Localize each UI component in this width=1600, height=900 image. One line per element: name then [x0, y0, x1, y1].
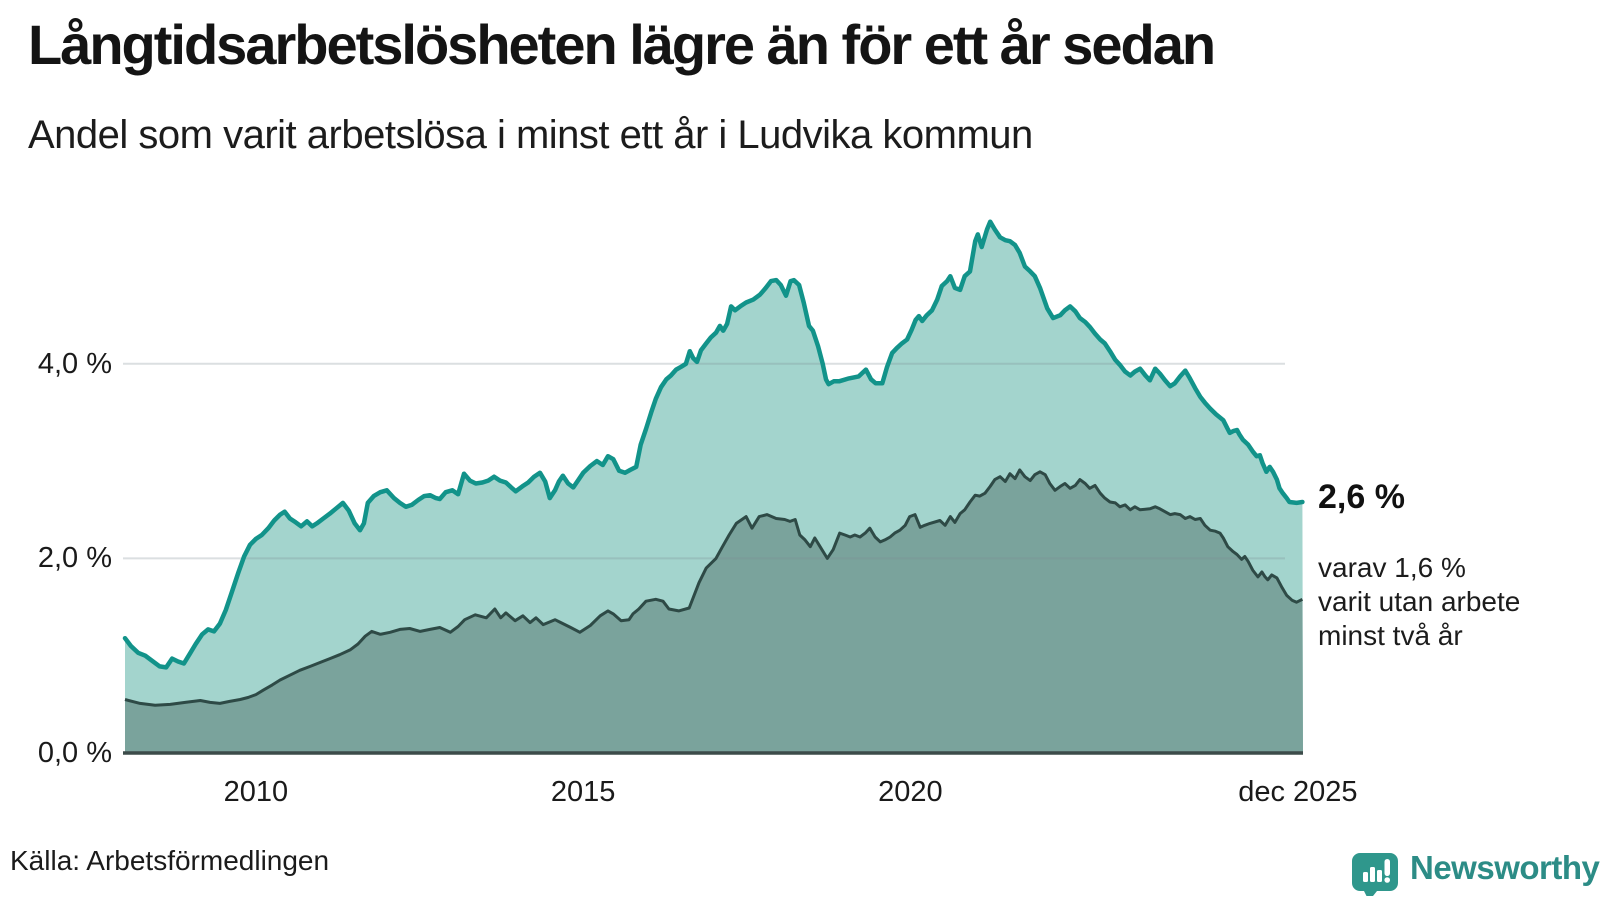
x-axis-tick-label: 2015: [550, 776, 616, 808]
end-sub-label: varav 1,6 % varit utan arbete minst två …: [1318, 552, 1521, 651]
source-note: Källa: Arbetsförmedlingen: [10, 845, 330, 876]
newsworthy-wordmark: Newsworthy: [1410, 849, 1600, 886]
x-axis-tick-label: dec 2025: [1238, 776, 1358, 808]
y-axis-tick-label: 4,0 %: [37, 347, 112, 380]
newsworthy-logo[interactable]: Newsworthy: [1352, 840, 1600, 896]
page-title: Långtidsarbetslösheten lägre än för ett …: [28, 13, 1216, 76]
y-axis-tick-label: 0,0 %: [37, 737, 112, 769]
x-axis-tick-label: 2020: [878, 776, 943, 808]
x-axis-tick-label: 2010: [223, 776, 289, 808]
page-subtitle: Andel som varit arbetslösa i minst ett å…: [28, 113, 1033, 157]
y-axis-tick-label: 2,0 %: [37, 542, 112, 575]
newsworthy-bubble-chart-icon: [1352, 853, 1398, 896]
end-value-label: 2,6 %: [1318, 478, 1405, 516]
